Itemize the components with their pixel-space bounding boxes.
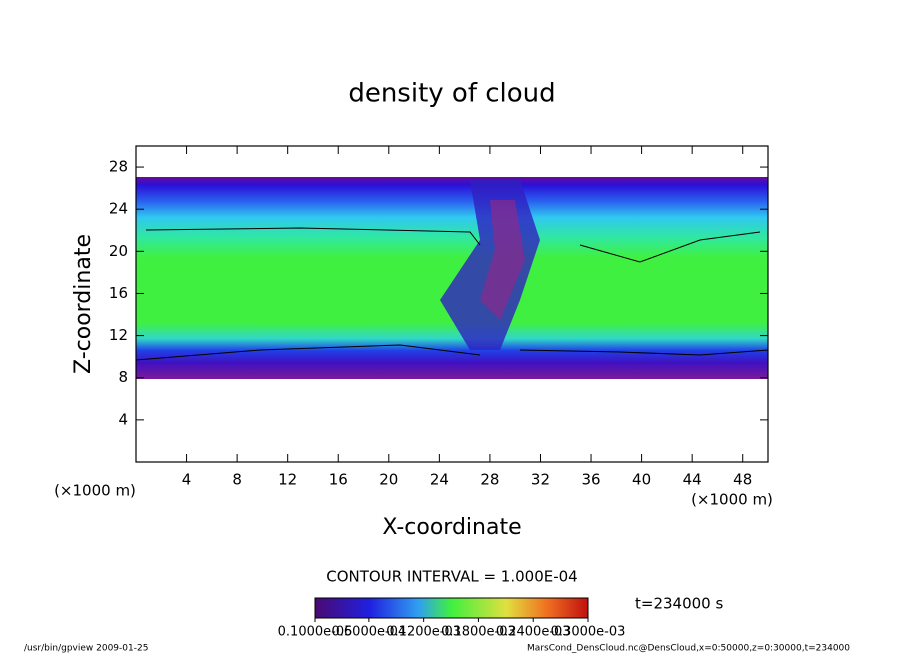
x-tick-label: 20	[379, 471, 398, 489]
colorbar-label: 0.6000e-04	[332, 625, 407, 640]
x-tick-label: 24	[430, 471, 449, 489]
chart-title: density of cloud	[348, 79, 555, 109]
y-tick-label: 4	[118, 410, 128, 428]
colorbar-label: 0.3000e-03	[551, 625, 626, 640]
colorbar-label: 0.1200e-03	[386, 625, 461, 640]
x-tick-label: 36	[581, 471, 600, 489]
x-unit: (×1000 m)	[691, 491, 773, 509]
y-tick-label: 8	[118, 368, 128, 386]
x-tick-label: 12	[278, 471, 297, 489]
x-tick-label: 44	[683, 471, 702, 489]
footer-left: /usr/bin/gpview 2009-01-25	[24, 644, 148, 654]
cloud-field	[136, 177, 768, 379]
y-axis-title: Z-coordinate	[71, 234, 96, 374]
time-note: t=234000 s	[635, 595, 723, 613]
y-tick-label: 20	[109, 242, 128, 260]
colorbar-label: 0.2400e-03	[496, 625, 571, 640]
contour-note: CONTOUR INTERVAL = 1.000E-04	[326, 568, 577, 586]
y-tick-label: 28	[109, 158, 128, 176]
x-tick-label: 40	[632, 471, 651, 489]
contour-line	[145, 227, 761, 263]
x-unit: (×1000 m)	[54, 482, 136, 500]
x-tick-label: 32	[531, 471, 550, 489]
x-tick-label: 8	[232, 471, 242, 489]
footer-right: MarsCond_DensCloud.nc@DensCloud,x=0:5000…	[527, 644, 850, 654]
colorbar-label: 0.1800e-03	[441, 625, 516, 640]
colorbar	[314, 597, 589, 619]
y-tick-label: 12	[109, 326, 128, 344]
x-tick-label: 28	[480, 471, 499, 489]
contour-line	[135, 344, 769, 361]
cloud-plume-core	[480, 200, 525, 320]
y-tick-label: 16	[109, 284, 128, 302]
x-tick-label: 4	[182, 471, 192, 489]
x-tick-label: 48	[733, 471, 752, 489]
field	[135, 177, 769, 379]
plot-frame	[135, 145, 769, 463]
x-axis-title: X-coordinate	[382, 515, 521, 540]
y-tick-label: 24	[109, 200, 128, 218]
x-tick-label: 16	[329, 471, 348, 489]
colorbar-label: 0.1000e-05	[278, 625, 353, 640]
